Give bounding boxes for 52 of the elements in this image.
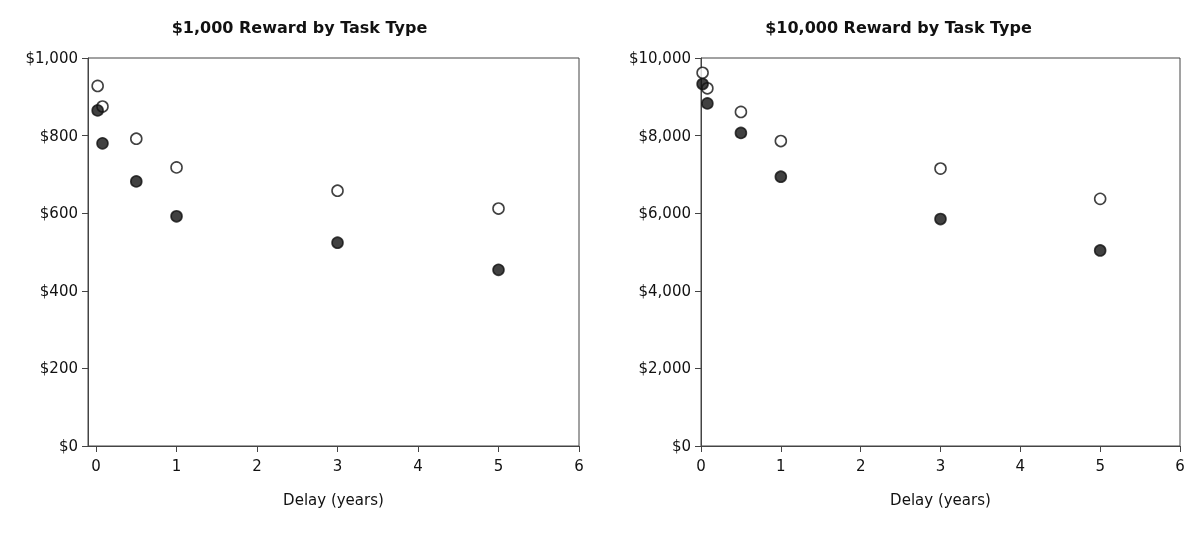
- y-tick-label: $200: [39, 359, 78, 378]
- y-tick-label: $2,000: [638, 359, 691, 378]
- point: [170, 161, 183, 174]
- point: [696, 66, 709, 80]
- y-tick-label: $400: [39, 281, 78, 300]
- point: [130, 132, 143, 145]
- y-tick-label: $6,000: [638, 204, 691, 223]
- x-axis-title: Delay (years): [283, 490, 384, 509]
- point: [170, 210, 183, 223]
- point: [91, 104, 104, 117]
- point: [774, 170, 788, 184]
- y-tick-label: $0: [58, 437, 78, 455]
- x-tick-label: 2: [252, 456, 262, 475]
- point: [934, 212, 947, 226]
- chart-title: $1,000 Reward by Task Type: [171, 17, 428, 37]
- x-tick-label: 2: [855, 456, 866, 475]
- point: [701, 97, 714, 110]
- point: [734, 105, 748, 119]
- point: [130, 175, 143, 188]
- x-tick-label: 3: [935, 456, 946, 475]
- point: [1093, 244, 1107, 257]
- x-tick-label: 4: [413, 456, 423, 475]
- point: [734, 126, 748, 140]
- y-tick-label: $4,000: [638, 281, 691, 300]
- x-tick-label: 0: [696, 456, 706, 475]
- x-tick-label: 5: [493, 456, 504, 475]
- y-tick-label: $600: [39, 204, 78, 223]
- x-tick-label: 0: [91, 456, 101, 475]
- x-axis-title: Delay (years): [890, 490, 991, 509]
- x-tick-label: 3: [332, 456, 343, 475]
- y-tick-label: $10,000: [628, 49, 691, 67]
- y-tick-label: $0: [671, 437, 691, 455]
- y-tick-label: $1,000: [25, 49, 78, 67]
- point: [96, 137, 109, 150]
- point: [492, 202, 505, 215]
- point: [696, 77, 709, 91]
- point: [492, 263, 505, 277]
- point: [331, 236, 344, 249]
- x-tick-label: 6: [1175, 456, 1185, 475]
- y-tick-label: $800: [39, 126, 78, 145]
- x-tick-label: 1: [171, 456, 182, 475]
- x-tick-label: 1: [776, 456, 786, 475]
- point: [91, 79, 104, 93]
- x-tick-label: 4: [1015, 456, 1026, 475]
- point: [331, 184, 344, 197]
- x-tick-label: 6: [574, 456, 584, 475]
- point: [934, 162, 947, 175]
- chart-title: $10,000 Reward by Task Type: [765, 17, 1032, 37]
- point: [1093, 192, 1107, 206]
- y-tick-label: $8,000: [638, 126, 691, 145]
- x-tick-label: 5: [1095, 456, 1105, 475]
- point: [774, 134, 788, 148]
